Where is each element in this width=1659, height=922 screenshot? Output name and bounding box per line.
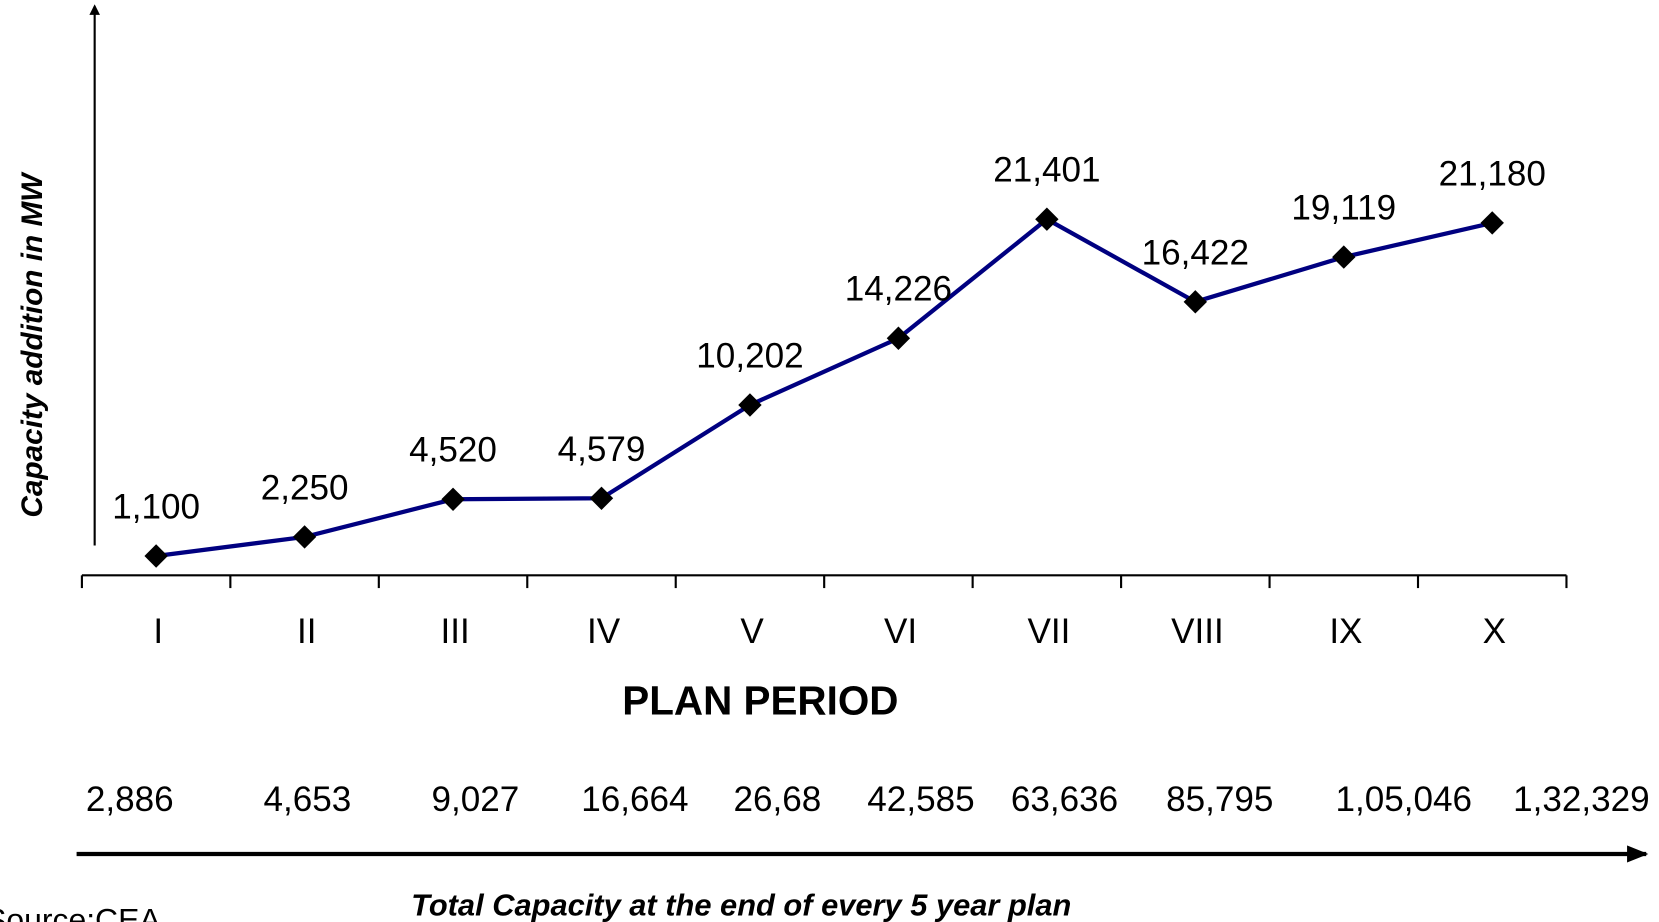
x-tick-label: VIII <box>1171 612 1224 651</box>
data-label: 4,520 <box>409 431 497 470</box>
source: Source:CEA <box>0 901 161 922</box>
marker <box>292 525 317 549</box>
marker <box>441 487 465 511</box>
total-capacity: 63,636 <box>1011 780 1118 819</box>
total-capacity: 9,027 <box>431 780 519 819</box>
x-axis-label: PLAN PERIOD <box>622 678 898 724</box>
data-label: 14,226 <box>845 270 952 309</box>
data-label: 16,422 <box>1142 233 1249 272</box>
marker <box>1332 245 1356 269</box>
line <box>155 216 1493 559</box>
data-label: 1,100 <box>112 487 200 526</box>
x-tick-label: III <box>441 612 470 651</box>
x-tick-label: VI <box>884 612 917 651</box>
x-tick-label: II <box>297 612 316 651</box>
marker <box>738 393 762 417</box>
data-label: 21,401 <box>993 151 1100 190</box>
total-capacity: 26,68 <box>734 780 822 819</box>
data-label: 19,119 <box>1291 189 1396 228</box>
marker <box>1480 211 1504 235</box>
total-capacity: 85,795 <box>1166 780 1273 819</box>
total-capacity: 16,664 <box>581 780 688 819</box>
x-tick-label: I <box>153 612 163 651</box>
x-tick-label: IV <box>587 612 621 651</box>
marker <box>1183 290 1208 314</box>
x-tick-label: VII <box>1028 612 1071 651</box>
x-tick-label: X <box>1483 612 1506 651</box>
footer: Total Capacity at the end of every 5 yea… <box>411 887 1071 922</box>
marker <box>589 486 614 510</box>
data-label: 2,250 <box>261 468 349 507</box>
x-tick-label: IX <box>1329 612 1362 651</box>
data-label: 10,202 <box>696 336 803 375</box>
y-axis-label: Capacity addition in MW <box>16 171 49 518</box>
marker <box>144 544 168 568</box>
x-tick-label: V <box>740 612 764 651</box>
data-label: 4,579 <box>558 430 646 469</box>
total-capacity: 2,886 <box>86 780 174 819</box>
total-capacity: 42,585 <box>867 780 974 819</box>
total-capacity: 4,653 <box>263 780 351 819</box>
total-capacity: 1,05,046 <box>1335 780 1472 819</box>
data-label: 21,180 <box>1439 154 1546 193</box>
total-capacity: 1,32,329 <box>1513 780 1650 819</box>
marker <box>1035 207 1059 231</box>
